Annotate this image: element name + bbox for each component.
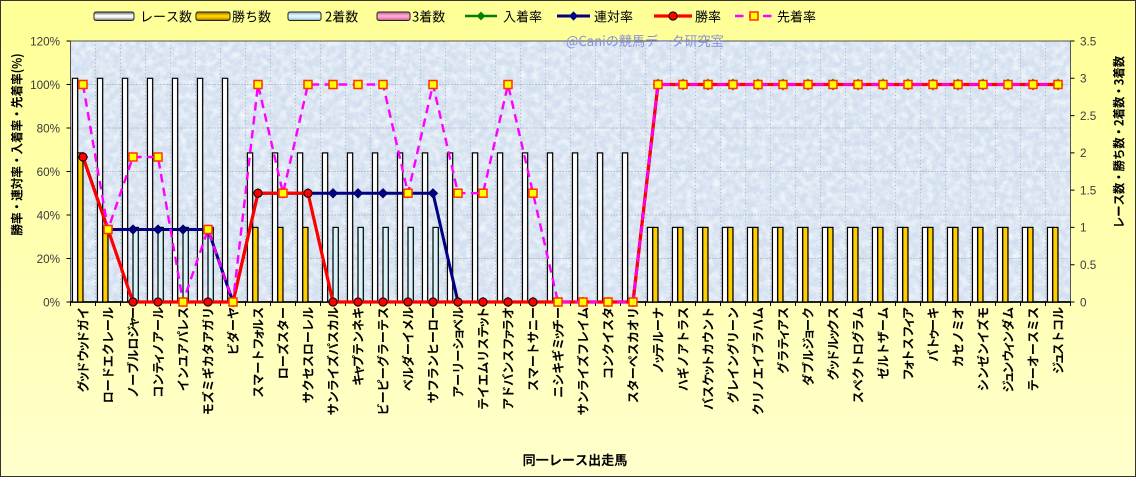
svg-text:120%: 120% (30, 35, 60, 48)
svg-text:2.5: 2.5 (1080, 110, 1097, 123)
svg-text:1: 1 (1080, 222, 1087, 235)
svg-text:3.5: 3.5 (1080, 35, 1097, 48)
svg-text:80%: 80% (37, 122, 60, 135)
svg-text:0: 0 (1080, 296, 1087, 309)
svg-text:100%: 100% (30, 79, 60, 92)
svg-text:20%: 20% (37, 253, 60, 266)
svg-text:2: 2 (1080, 147, 1087, 160)
svg-text:40%: 40% (37, 209, 60, 222)
svg-text:3: 3 (1080, 73, 1087, 86)
svg-text:60%: 60% (37, 166, 60, 179)
svg-text:1.5: 1.5 (1080, 184, 1097, 197)
svg-text:0%: 0% (43, 296, 60, 309)
svg-text:0.5: 0.5 (1080, 259, 1097, 272)
